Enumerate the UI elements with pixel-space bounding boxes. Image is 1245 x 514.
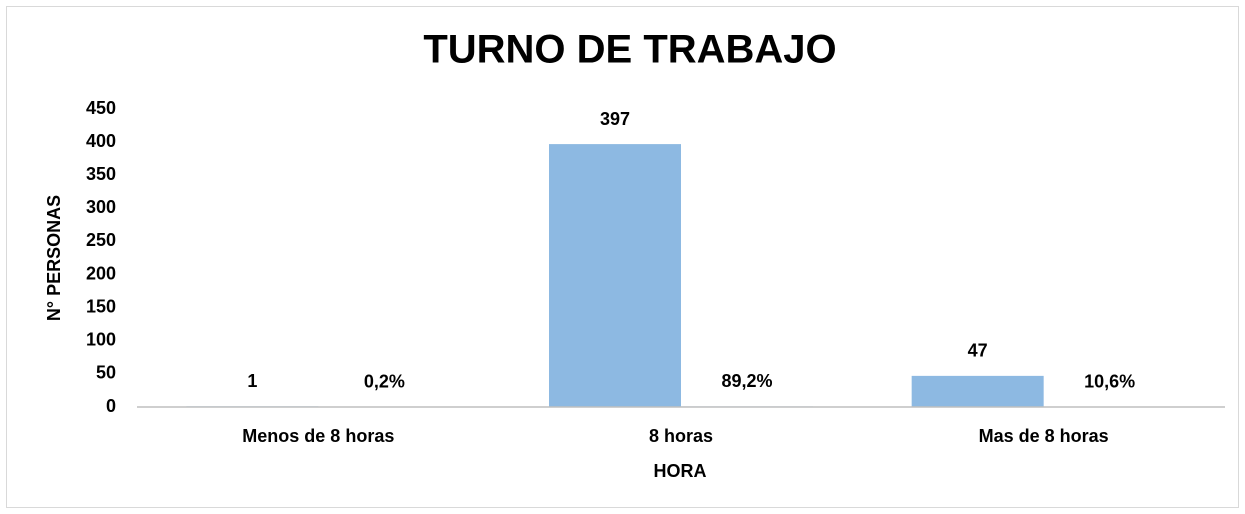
chart-title: TURNO DE TRABAJO [423,28,836,72]
bar [549,144,681,407]
y-tick-label: 150 [86,296,116,316]
data-label: 0,2% [364,372,405,392]
x-tick-label: Menos de 8 horas [242,426,394,446]
y-tick-label: 450 [86,98,116,118]
y-tick-label: 400 [86,131,116,151]
data-label: 10,6% [1084,372,1135,392]
data-label: 47 [968,341,988,361]
y-tick-label: 350 [86,164,116,184]
data-label: 89,2% [721,371,772,391]
y-tick-label: 250 [86,230,116,250]
x-tick-label: Mas de 8 horas [979,426,1109,446]
x-axis-title: HORA [654,461,707,481]
y-axis-title: N° PERSONAS [44,195,64,321]
y-tick-label: 100 [86,330,116,350]
x-tick-label: 8 horas [649,426,713,446]
y-tick-label: 200 [86,263,116,283]
y-tick-label: 0 [106,396,116,416]
bar [911,375,1044,407]
data-label: 1 [247,371,257,391]
data-label: 397 [600,109,630,129]
y-tick-label: 50 [96,363,116,383]
y-tick-label: 300 [86,197,116,217]
